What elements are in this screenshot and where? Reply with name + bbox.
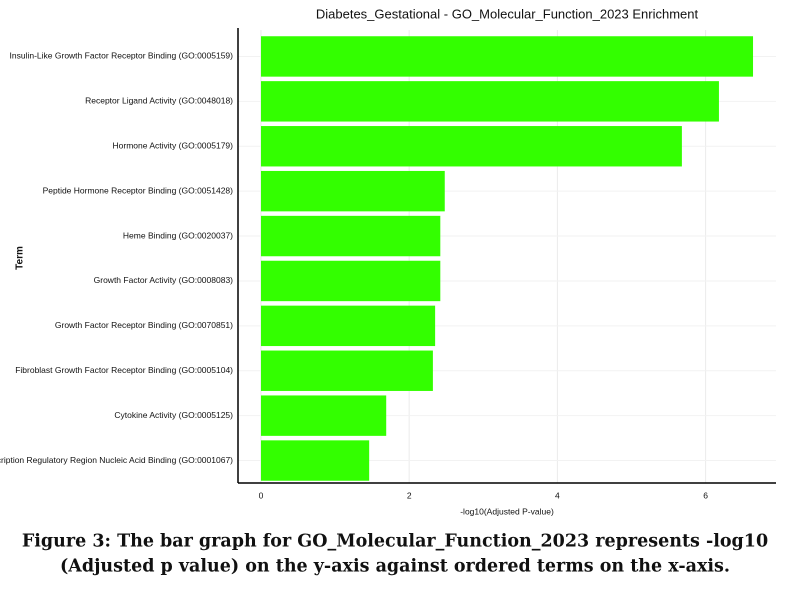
- x-tick-label: 4: [555, 490, 560, 500]
- y-tick-label: Peptide Hormone Receptor Binding (GO:005…: [43, 185, 234, 195]
- x-tick-label: 2: [407, 490, 412, 500]
- caption: (Adjusted p value) on the y-axis against…: [60, 557, 730, 577]
- y-tick-label: Growth Factor Activity (GO:0008083): [94, 275, 234, 285]
- bar: [260, 215, 441, 257]
- bar: [260, 36, 754, 77]
- bar: [260, 395, 387, 436]
- y-tick-label: Heme Binding (GO:0020037): [123, 230, 233, 240]
- chart-title: Diabetes_Gestational - GO_Molecular_Func…: [316, 6, 699, 21]
- y-tick-label: Growth Factor Receptor Binding (GO:00708…: [55, 320, 233, 330]
- y-tick-label: Fibroblast Growth Factor Receptor Bindin…: [15, 365, 233, 375]
- bar: [260, 350, 433, 391]
- bar: [260, 81, 719, 122]
- y-tick-label: Transcription Regulatory Region Nucleic …: [0, 455, 233, 465]
- caption: Figure 3: The bar graph for GO_Molecular…: [22, 532, 768, 552]
- x-tick-label: 0: [259, 490, 264, 500]
- bar: [260, 170, 445, 212]
- y-tick-label: Cytokine Activity (GO:0005125): [114, 410, 233, 420]
- x-tick-label: 6: [703, 490, 708, 500]
- y-tick-label: Hormone Activity (GO:0005179): [113, 141, 234, 151]
- y-tick-label: Receptor Ligand Activity (GO:0048018): [85, 96, 233, 106]
- y-axis-label: Term: [15, 246, 26, 270]
- bar: [260, 126, 682, 167]
- bar: [260, 440, 370, 481]
- bar: [260, 305, 436, 347]
- y-tick-label: Insulin-Like Growth Factor Receptor Bind…: [10, 51, 234, 61]
- bar: [260, 260, 441, 302]
- x-axis-label: -log10(Adjusted P-value): [460, 506, 554, 516]
